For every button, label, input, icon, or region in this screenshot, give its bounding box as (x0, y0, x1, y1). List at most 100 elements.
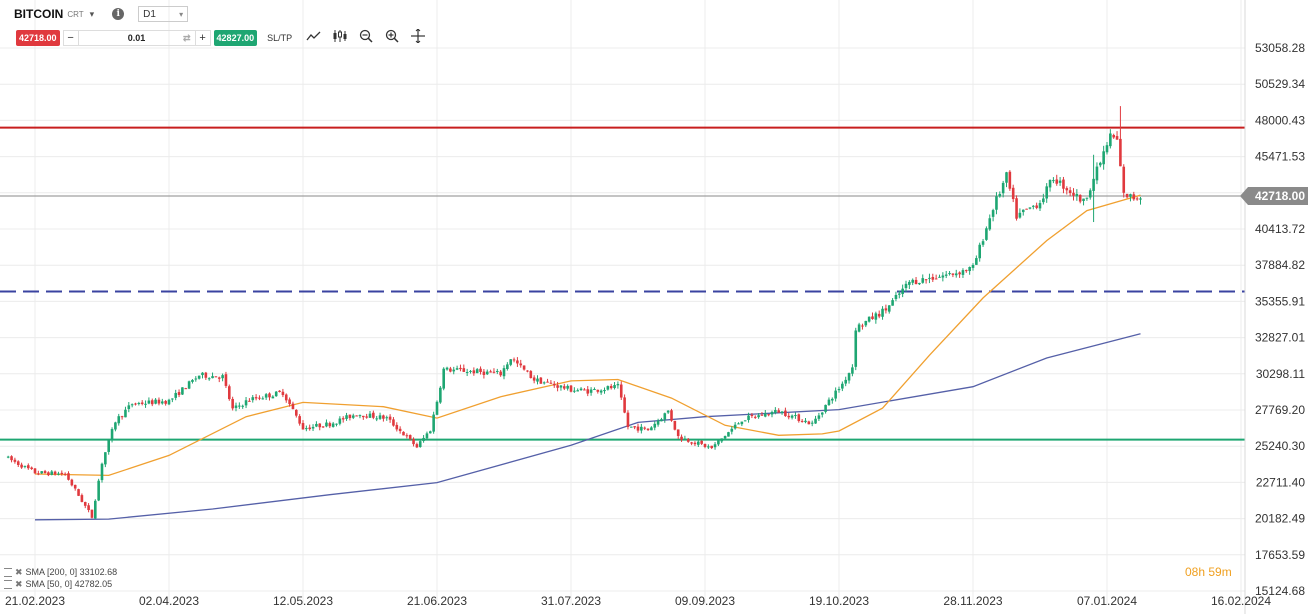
y-tick-label: 30298.11 (1256, 367, 1305, 381)
candle-body (445, 367, 449, 370)
candle-body (720, 438, 724, 442)
candle-body (432, 414, 435, 432)
symbol-row: BITCOIN CRT ▾ i D1 ▾ (14, 5, 189, 23)
candle-body (244, 400, 248, 406)
legend-sma200[interactable]: ✖ SMA [200, 0] 33102.68 (4, 566, 117, 578)
buy-button[interactable]: 42827.00 (213, 30, 258, 46)
candle-body (1082, 198, 1085, 201)
candle-body (894, 294, 898, 299)
candle-body (871, 316, 874, 320)
sma200-line (34, 333, 1141, 521)
candle-body (57, 473, 60, 475)
candle-body (727, 432, 730, 437)
candle-body (921, 278, 925, 283)
candle-body (512, 359, 516, 361)
candle-body (780, 411, 784, 413)
sell-button[interactable]: 42718.00 (16, 30, 60, 46)
candle-body (241, 405, 244, 407)
candle-body (395, 424, 399, 430)
candle-body (1119, 138, 1122, 167)
zoom-in-icon[interactable] (384, 29, 400, 47)
crosshair-icon[interactable] (410, 28, 426, 47)
settings-lines-icon[interactable] (4, 579, 12, 589)
timeframe-select[interactable]: D1 ▾ (138, 6, 189, 22)
legend-sma50[interactable]: ✖ SMA [50, 0] 42782.05 (4, 578, 117, 590)
candle-body (961, 270, 965, 275)
candle-body (291, 403, 295, 410)
candle-body (948, 273, 951, 275)
candle-body (740, 421, 744, 425)
candle-body (841, 383, 844, 389)
candle-body (43, 471, 47, 473)
candle-body (844, 379, 847, 384)
candle-body (171, 398, 174, 400)
candle-body (124, 409, 127, 418)
volume-decrease-button[interactable]: − (67, 32, 74, 44)
indicator-legend: ✖ SMA [200, 0] 33102.68 ✖ SMA [50, 0] 42… (4, 566, 117, 590)
candle-body (365, 416, 368, 418)
candle-body (1068, 190, 1072, 194)
candle-body (593, 389, 596, 391)
candle-body (161, 401, 164, 404)
sl-tp-button[interactable]: SL/TP (267, 33, 293, 43)
candle-body (971, 264, 975, 268)
candle-body (944, 274, 948, 276)
candle-body (358, 415, 362, 417)
candle-body (23, 465, 27, 467)
candle-body (1102, 151, 1105, 165)
candle-body (345, 415, 348, 419)
candles-icon[interactable] (332, 29, 348, 47)
candle-body (717, 440, 720, 445)
candle-body (934, 278, 938, 280)
x-tick-label: 21.02.2023 (5, 594, 65, 608)
candle-body (680, 436, 683, 440)
candle-body (268, 393, 271, 398)
candle-body (321, 426, 325, 428)
candle-body (881, 308, 884, 317)
candle-body (546, 381, 549, 383)
zoom-out-icon[interactable] (358, 29, 374, 47)
candle-body (757, 415, 760, 418)
candle-body (104, 452, 107, 465)
candle-body (382, 415, 385, 419)
candle-body (157, 399, 161, 404)
candle-body (150, 400, 154, 405)
candle-body (777, 410, 780, 413)
close-icon[interactable]: ✖ (15, 566, 23, 577)
candle-body (1052, 180, 1055, 182)
symbol-name[interactable]: BITCOIN (14, 7, 64, 21)
candle-body (1105, 145, 1109, 153)
y-tick-label: 50529.34 (1255, 77, 1305, 91)
candle-body (824, 404, 827, 412)
candle-body (37, 473, 40, 475)
settings-lines-icon[interactable] (4, 567, 12, 577)
candle-body (489, 371, 492, 373)
candle-body (891, 300, 894, 306)
candle-body (47, 472, 50, 476)
candle-body (576, 390, 579, 392)
candle-body (985, 228, 988, 240)
volume-stepper[interactable]: − 0.01 ⇄ + (62, 30, 211, 46)
volume-increase-button[interactable]: + (199, 32, 206, 44)
candle-body (837, 389, 841, 391)
candle-body (16, 461, 20, 465)
candle-body (918, 282, 921, 285)
x-tick-label: 16.02.2024 (1211, 594, 1271, 608)
candle-body (1112, 135, 1115, 138)
volume-value: 0.01 (127, 33, 146, 43)
current-price-label: 42718.00 (1255, 189, 1305, 203)
info-icon[interactable]: i (112, 8, 125, 20)
candle-body (743, 420, 747, 422)
x-tick-label: 21.06.2023 (407, 594, 467, 608)
candle-body (70, 479, 74, 486)
symbol-dropdown-icon[interactable]: ▾ (89, 8, 95, 19)
volume-input[interactable]: 0.01 ⇄ (77, 31, 196, 45)
line-chart-icon[interactable] (306, 30, 322, 46)
swap-icon[interactable]: ⇄ (183, 33, 191, 43)
candle-body (194, 378, 198, 380)
candle-body (660, 419, 663, 422)
candle-body (338, 418, 342, 424)
candle-body (603, 389, 606, 392)
close-icon[interactable]: ✖ (15, 578, 23, 589)
